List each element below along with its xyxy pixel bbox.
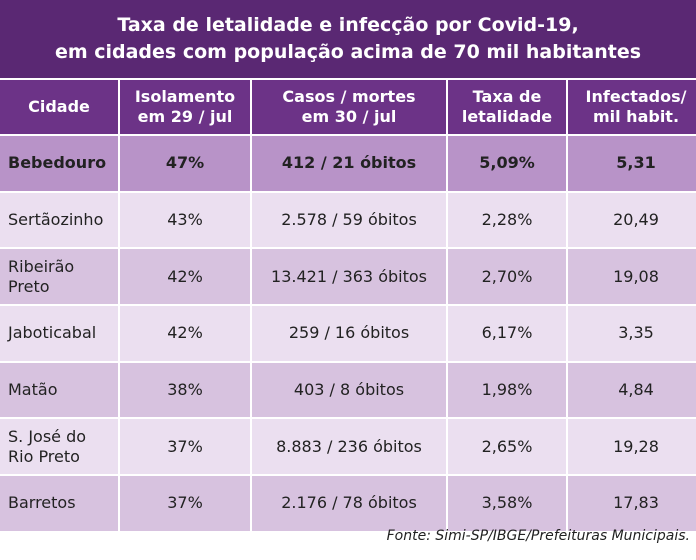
- text-line: 2,28%: [481, 210, 533, 230]
- text-line: Sertãozinho: [8, 210, 104, 230]
- data-cell: 17,83: [568, 476, 696, 531]
- text-line: em 29 / jul: [137, 107, 233, 126]
- data-cell: 5,09%: [448, 136, 566, 191]
- text-line: 38%: [167, 380, 203, 400]
- data-cell: 259 / 16 óbitos: [252, 306, 446, 361]
- text-line: Jaboticabal: [8, 323, 97, 343]
- text-line: Isolamento: [134, 87, 236, 106]
- header-cell: Cidade: [0, 80, 118, 134]
- text-line: 259 / 16 óbitos: [288, 323, 410, 343]
- data-cell: 412 / 21 óbitos: [252, 136, 446, 191]
- header-cell: Casos / mortes em 30 / jul: [252, 80, 446, 134]
- text-line: 17,83: [613, 493, 659, 513]
- title: Taxa de letalidade e infecção por Covid-…: [0, 0, 696, 78]
- data-cell: 13.421 / 363 óbitos: [252, 249, 446, 305]
- data-cell: 42%: [120, 306, 250, 361]
- table: Cidade Isolamento em 29 / jul Casos / morte…: [0, 80, 696, 531]
- city-cell: Jaboticabal: [0, 306, 118, 361]
- data-cell: 2,70%: [448, 249, 566, 305]
- text-line: 5,09%: [479, 153, 535, 173]
- text-line: letalidade: [461, 107, 553, 126]
- data-cell: 19,28: [568, 419, 696, 475]
- text-line: 42%: [167, 323, 203, 343]
- data-cell: 38%: [120, 362, 250, 418]
- data-cell: 3,35: [568, 306, 696, 361]
- data-cell: 5,31: [568, 136, 696, 191]
- data-cell: 43%: [120, 192, 250, 248]
- text-line: 20,49: [613, 210, 659, 230]
- text-line: 37%: [167, 436, 203, 456]
- text-line: Rio Preto: [8, 446, 80, 466]
- text-line: 47%: [165, 153, 205, 173]
- data-cell: 47%: [120, 136, 250, 191]
- text-line: Taxa de letalidade e infecção por Covid-…: [117, 14, 579, 36]
- data-cell: 403 / 8 óbitos: [252, 362, 446, 418]
- text-line: 3,35: [618, 323, 654, 343]
- text-line: S. José do: [8, 426, 87, 446]
- text-line: 2,70%: [481, 266, 533, 286]
- data-cell: 2,28%: [448, 192, 566, 248]
- text-line: 19,08: [613, 266, 659, 286]
- text-line: 412 / 21 óbitos: [281, 153, 417, 173]
- data-cell: 20,49: [568, 192, 696, 248]
- text-line: 6,17%: [481, 323, 533, 343]
- city-cell: Bebedouro: [0, 136, 118, 191]
- text-line: Casos / mortes: [282, 87, 416, 106]
- text-line: Infectados/: [585, 87, 687, 106]
- text-line: mil habit.: [592, 107, 680, 126]
- text-line: 403 / 8 óbitos: [293, 380, 405, 400]
- data-cell: 37%: [120, 476, 250, 531]
- text-line: Cidade: [28, 97, 90, 116]
- text-line: 19,28: [613, 436, 659, 456]
- data-cell: 2.578 / 59 óbitos: [252, 192, 446, 248]
- text-line: 43%: [167, 210, 203, 230]
- text-line: 2.176 / 78 óbitos: [281, 493, 417, 513]
- city-cell: Ribeirão Preto: [0, 249, 118, 305]
- source: Fonte: Simi-SP/IBGE/Prefeituras Municipa…: [386, 528, 690, 544]
- data-cell: 6,17%: [448, 306, 566, 361]
- data-cell: 8.883 / 236 óbitos: [252, 419, 446, 475]
- data-cell: 37%: [120, 419, 250, 475]
- data-cell: 42%: [120, 249, 250, 305]
- header-cell: Isolamento em 29 / jul: [120, 80, 250, 134]
- text-line: Taxa de: [472, 87, 542, 106]
- text-line: 2,65%: [481, 436, 533, 456]
- text-line: 4,84: [618, 380, 654, 400]
- text-line: 5,31: [616, 153, 656, 173]
- text-line: 1,98%: [481, 380, 533, 400]
- text-line: 37%: [167, 493, 203, 513]
- data-cell: 3,58%: [448, 476, 566, 531]
- text-line: 42%: [167, 266, 203, 286]
- header-cell: Infectados/mil habit.: [568, 80, 696, 134]
- data-cell: 2.176 / 78 óbitos: [252, 476, 446, 531]
- text-line: Ribeirão: [8, 256, 75, 276]
- data-cell: 1,98%: [448, 362, 566, 418]
- text-line: em cidades com população acima de 70 mil…: [54, 41, 642, 63]
- text-line: Bebedouro: [8, 153, 107, 173]
- text-line: Preto: [8, 276, 50, 296]
- text-line: Matão: [8, 380, 58, 400]
- text-line: Barretos: [8, 493, 76, 513]
- text-line: 3,58%: [481, 493, 533, 513]
- city-cell: Matão: [0, 362, 118, 418]
- text-line: 2.578 / 59 óbitos: [281, 210, 417, 230]
- city-cell: S. José do Rio Preto: [0, 419, 118, 475]
- city-cell: Barretos: [0, 476, 118, 531]
- data-cell: 4,84: [568, 362, 696, 418]
- data-cell: 2,65%: [448, 419, 566, 475]
- city-cell: Sertãozinho: [0, 192, 118, 248]
- header-cell: Taxa de letalidade: [448, 80, 566, 134]
- text-line: 13.421 / 363 óbitos: [271, 266, 427, 286]
- data-cell: 19,08: [568, 249, 696, 305]
- text-line: em 30 / jul: [301, 107, 397, 126]
- text-line: 8.883 / 236 óbitos: [276, 436, 422, 456]
